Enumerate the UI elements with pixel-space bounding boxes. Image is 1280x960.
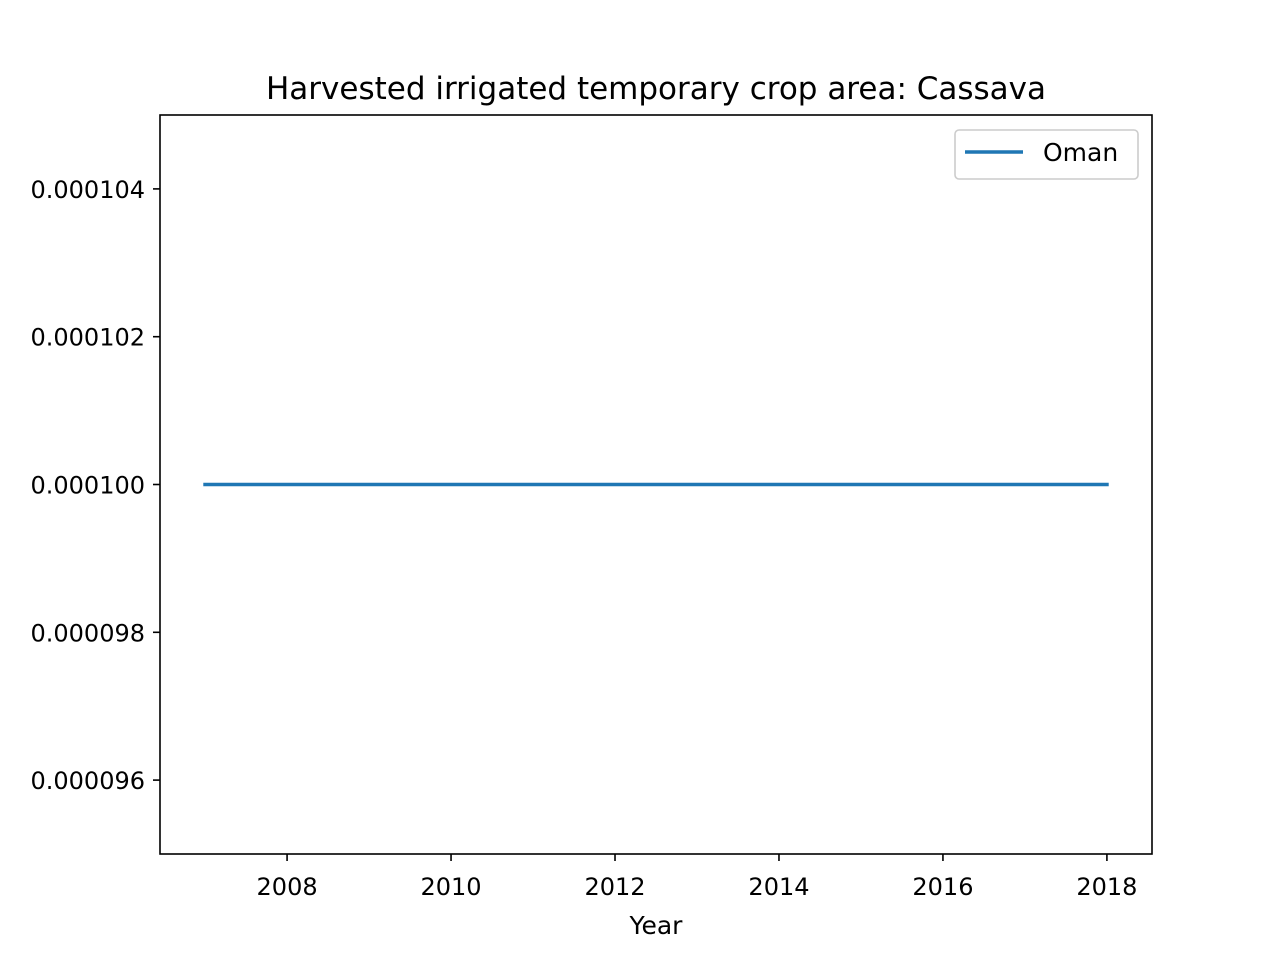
x-tick-label: 2008 [257, 873, 318, 901]
plot-frame [159, 114, 1153, 855]
chart-title: Harvested irrigated temporary crop area:… [266, 71, 1046, 107]
x-tick-label: 2016 [912, 873, 973, 901]
x-tick-label: 2018 [1076, 873, 1137, 901]
legend-label-oman: Oman [1043, 138, 1118, 167]
y-tick-label: 0.000102 [30, 324, 145, 352]
y-tick-label: 0.000096 [30, 767, 145, 795]
legend-box [954, 129, 1139, 180]
x-tick-label: 2010 [421, 873, 482, 901]
y-axis: 0.000096 0.000098 0.000100 0.000102 0.000104 [30, 176, 160, 795]
x-tick-label: 2014 [748, 873, 809, 901]
y-tick-label: 0.000098 [30, 619, 145, 647]
y-tick-label: 0.000100 [30, 472, 145, 500]
x-axis-label: Year [629, 911, 684, 940]
y-tick-label: 0.000104 [30, 176, 145, 204]
legend[interactable]: Oman [954, 129, 1139, 180]
x-axis: 2008 2010 2012 2014 2016 2018 [257, 854, 1137, 901]
x-tick-label: 2012 [584, 873, 645, 901]
